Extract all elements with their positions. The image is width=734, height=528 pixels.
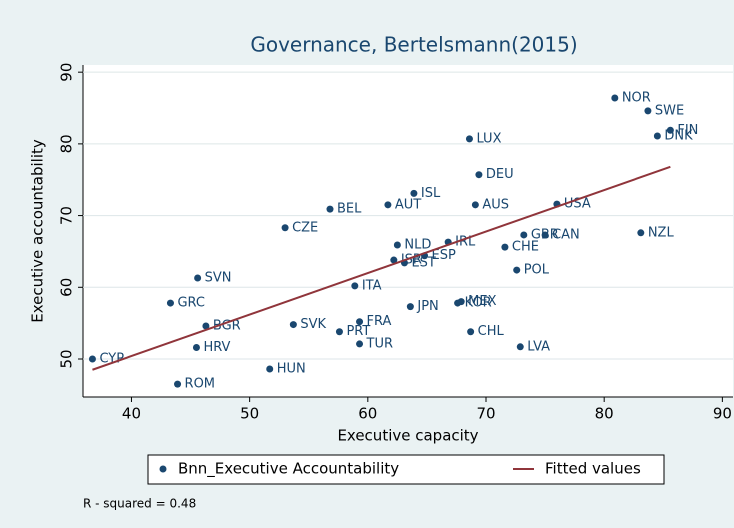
point-label: NLD	[404, 237, 431, 252]
point	[410, 189, 418, 197]
point-label: KOR	[465, 296, 492, 311]
point	[653, 132, 661, 140]
point	[194, 274, 202, 282]
y-tick-label: 90	[58, 63, 76, 82]
point-label: ITA	[362, 278, 382, 293]
point	[166, 299, 174, 307]
point	[289, 321, 297, 329]
point-label: LUX	[476, 131, 501, 146]
point	[541, 231, 549, 239]
point-label: IRL	[455, 235, 476, 250]
point-label: AUT	[395, 197, 421, 212]
point	[666, 126, 674, 134]
y-tick-label: 80	[58, 134, 76, 153]
point-label: BEL	[337, 202, 362, 217]
point	[192, 344, 200, 352]
point	[356, 340, 364, 348]
point	[281, 224, 289, 232]
point	[513, 266, 521, 274]
point	[393, 241, 401, 249]
point-label: CHL	[478, 324, 505, 339]
point-label: MEX	[468, 294, 496, 309]
note: R - squared = 0.48	[83, 497, 196, 511]
x-tick-label: 40	[122, 405, 141, 423]
x-tick-label: 60	[358, 405, 377, 423]
point-label: SWE	[655, 103, 684, 118]
point	[326, 205, 334, 213]
point	[266, 365, 274, 373]
point-label: POL	[524, 263, 550, 278]
point-label: FIN	[677, 123, 698, 138]
point-label: PRT	[346, 324, 370, 339]
point-label: FRA	[367, 314, 392, 329]
point	[465, 135, 473, 143]
plot-area	[83, 65, 733, 397]
legend-swatch	[159, 465, 167, 473]
point	[475, 171, 483, 179]
point	[356, 318, 364, 326]
point-label: CYP	[99, 351, 124, 366]
point-label: ISL	[421, 186, 441, 201]
point-label: TUR	[366, 336, 394, 351]
point-label: NZL	[648, 225, 675, 240]
x-tick-label: 90	[713, 405, 732, 423]
point-label: ROM	[185, 377, 215, 392]
point	[202, 322, 210, 330]
chart-title: Governance, Bertelsmann(2015)	[250, 33, 577, 57]
point-label: GRC	[177, 296, 205, 311]
point	[611, 94, 619, 102]
point	[644, 107, 652, 115]
x-tick-label: 80	[595, 405, 614, 423]
point	[390, 256, 398, 264]
point	[516, 343, 524, 351]
point-label: USA	[564, 197, 591, 212]
point-label: HUN	[277, 362, 306, 377]
point-label: ESP	[432, 248, 456, 263]
fit-line	[92, 165, 671, 371]
point-label: NOR	[622, 90, 651, 105]
x-axis-label: Executive capacity	[337, 427, 478, 445]
point-label: CAN	[552, 227, 580, 242]
point	[406, 303, 414, 311]
point-label: HRV	[203, 340, 230, 355]
point-label: JPN	[416, 299, 438, 314]
legend-label: Bnn_Executive Accountability	[178, 460, 399, 479]
point-label: CZE	[292, 220, 318, 235]
point-label: EST	[411, 255, 435, 270]
point-label: SVN	[205, 270, 232, 285]
point	[351, 282, 359, 290]
point	[467, 328, 475, 336]
legend	[147, 454, 665, 485]
y-tick-label: 70	[58, 206, 76, 225]
y-tick-label: 50	[58, 349, 76, 368]
point-label: LVA	[527, 339, 550, 354]
point	[637, 229, 645, 237]
y-axis-label: Executive accountability	[29, 139, 47, 323]
point	[471, 201, 479, 209]
point-label: CHE	[512, 240, 539, 255]
point	[454, 299, 462, 307]
point	[501, 243, 509, 251]
point	[520, 231, 528, 239]
y-tick-label: 60	[58, 278, 76, 297]
x-tick-label: 50	[240, 405, 259, 423]
point-label: DEU	[486, 167, 514, 182]
point-label: DNK	[664, 128, 693, 143]
point-label: SVK	[300, 317, 326, 332]
point-label: BGR	[213, 319, 241, 334]
point	[335, 328, 343, 336]
point	[88, 355, 96, 363]
x-tick-label: 70	[476, 405, 495, 423]
point	[174, 380, 182, 388]
point	[384, 201, 392, 209]
point-label: AUS	[482, 197, 509, 212]
legend-label: Fitted values	[545, 460, 641, 478]
